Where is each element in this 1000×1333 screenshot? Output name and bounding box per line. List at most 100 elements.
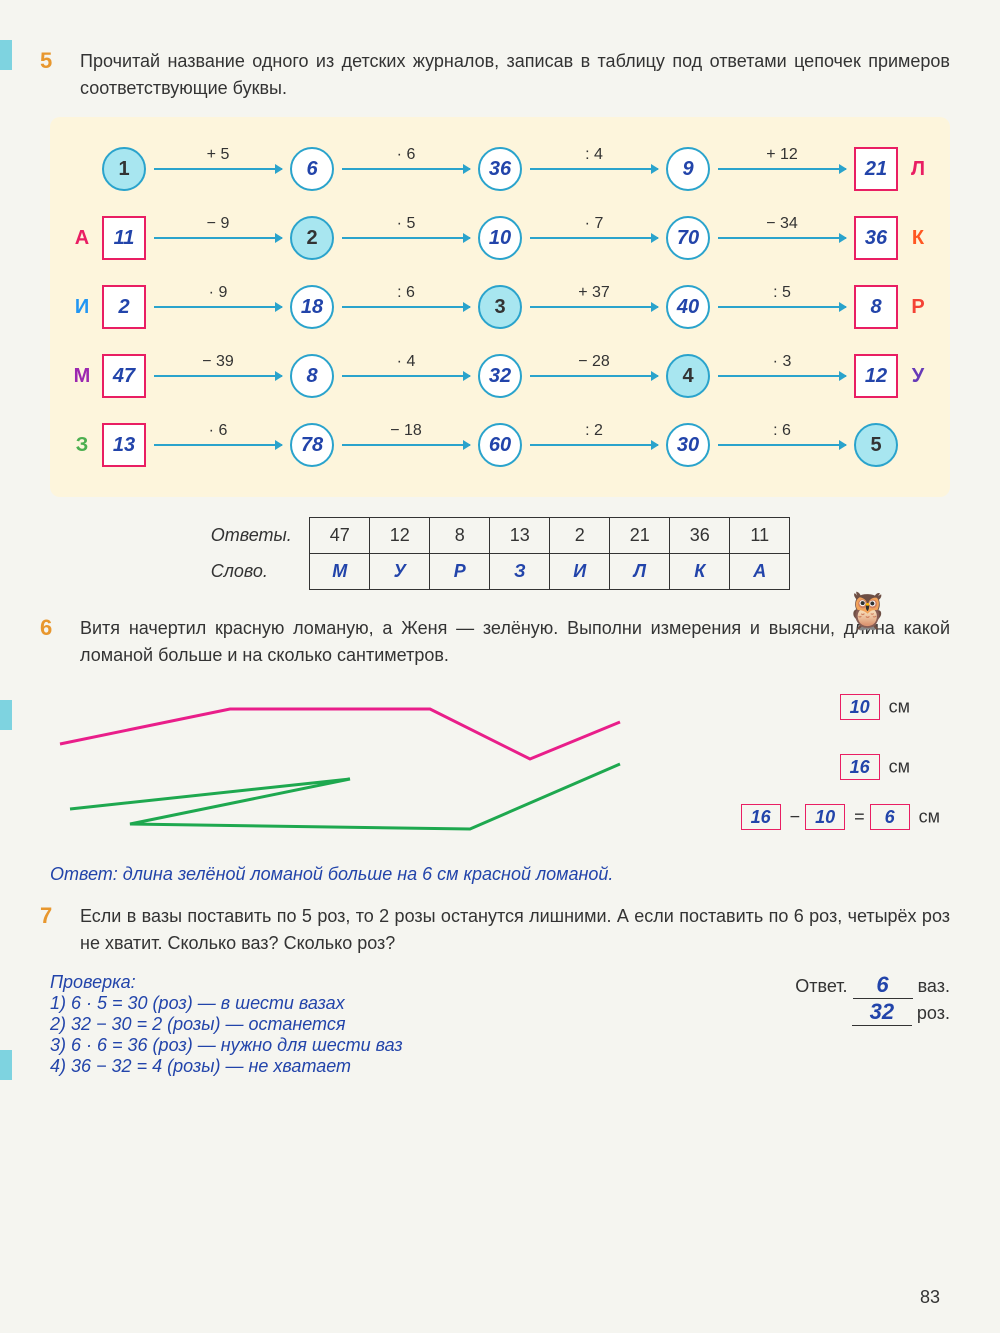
operation-label: − 18	[390, 422, 422, 440]
operation-label: : 5	[773, 284, 791, 302]
operation-label: − 39	[202, 353, 234, 371]
chain-diagram-box: 1+ 56· 636: 49+ 1221ЛА11− 92· 510· 770− …	[50, 117, 950, 497]
square-cell: 2	[102, 285, 146, 329]
roz-unit: роз.	[917, 1003, 950, 1023]
end-letter: У	[906, 365, 930, 388]
answer-letter-cell: А	[730, 554, 790, 590]
circle-cell: 78	[290, 423, 334, 467]
operation-label: + 12	[766, 146, 798, 164]
arrow-segment: − 18	[342, 444, 470, 446]
arrow-segment: + 5	[154, 168, 282, 170]
owl-icon: 🦉	[845, 590, 890, 632]
chain-row: З13· 678− 1860: 230: 65	[70, 423, 930, 467]
end-letter: Р	[906, 296, 930, 319]
operation-label: − 28	[578, 353, 610, 371]
arrow-segment: · 6	[154, 444, 282, 446]
answer-letter-cell: М	[310, 554, 370, 590]
square-cell: 21	[854, 147, 898, 191]
answer-letter-cell: Р	[430, 554, 490, 590]
circle-cell: 36	[478, 147, 522, 191]
square-cell: 8	[854, 285, 898, 329]
answer-num-cell: 13	[490, 518, 550, 554]
task7-text: Если в вазы поставить по 5 роз, то 2 роз…	[80, 903, 950, 957]
circle-cell: 60	[478, 423, 522, 467]
square-cell: 47	[102, 354, 146, 398]
answer-letter-cell: И	[550, 554, 610, 590]
circle-cell: 32	[478, 354, 522, 398]
operation-label: · 9	[209, 284, 228, 302]
answer-num-cell: 8	[430, 518, 490, 554]
arrow-segment: + 12	[718, 168, 846, 170]
circle-cell: 3	[478, 285, 522, 329]
circle-cell: 4	[666, 354, 710, 398]
arrow-segment: · 7	[530, 237, 658, 239]
polyline-area: 10 см 16 см 16 − 10 = 6 см	[50, 684, 950, 854]
arrow-segment: + 37	[530, 306, 658, 308]
answer-label: Ответ.	[795, 976, 847, 996]
square-cell: 11	[102, 216, 146, 260]
red-cm-value: 10	[840, 694, 880, 720]
operation-label: · 6	[209, 422, 228, 440]
start-letter: И	[70, 296, 94, 319]
red-polyline	[60, 709, 620, 759]
eq-result: 6	[870, 804, 910, 830]
difference-eq: 16 − 10 = 6 см	[741, 804, 940, 830]
task7-answer-block: Ответ. 6 ваз. 32 роз.	[795, 972, 950, 1077]
operation-label: · 7	[585, 215, 604, 233]
green-polyline	[70, 764, 620, 829]
end-letter: К	[906, 227, 930, 250]
task7-work: Проверка: 1) 6 · 5 = 30 (роз) — в шести …	[50, 972, 755, 1077]
operation-label: · 4	[397, 353, 416, 371]
circle-cell: 5	[854, 423, 898, 467]
start-letter: А	[70, 227, 94, 250]
answer-num-cell: 47	[310, 518, 370, 554]
side-tab	[0, 40, 12, 70]
task6-text: Витя начертил красную ломаную, а Женя — …	[80, 615, 950, 669]
arrow-segment: : 6	[718, 444, 846, 446]
answer-num-cell: 36	[670, 518, 730, 554]
task-7: 7 Если в вазы поставить по 5 роз, то 2 р…	[50, 903, 950, 1077]
answer-num-cell: 11	[730, 518, 790, 554]
circle-cell: 70	[666, 216, 710, 260]
operation-label: · 6	[397, 146, 416, 164]
answer-letter-cell: У	[370, 554, 430, 590]
work-line: 1) 6 · 5 = 30 (роз) — в шести вазах	[50, 993, 755, 1014]
vaz-unit: ваз.	[918, 976, 950, 996]
arrow-segment: − 9	[154, 237, 282, 239]
operation-label: + 5	[207, 146, 230, 164]
operation-label: : 6	[773, 422, 791, 440]
answer-letter-cell: Л	[610, 554, 670, 590]
circle-cell: 9	[666, 147, 710, 191]
circle-cell: 6	[290, 147, 334, 191]
side-tab	[0, 1050, 12, 1080]
work-line: 4) 36 − 32 = 4 (розы) — не хватает	[50, 1056, 755, 1077]
square-cell: 36	[854, 216, 898, 260]
chain-row: И2· 918: 63+ 3740: 58Р	[70, 285, 930, 329]
arrow-segment: : 2	[530, 444, 658, 446]
answer-table: Ответы. 47128132213611 Слово. МУРЗИЛКА	[210, 517, 791, 590]
task5-number: 5	[40, 48, 52, 74]
task7-number: 7	[40, 903, 52, 929]
answer-letter-cell: К	[670, 554, 730, 590]
circle-cell: 1	[102, 147, 146, 191]
square-cell: 12	[854, 354, 898, 398]
task-6: 6 Витя начертил красную ломаную, а Женя …	[50, 615, 950, 885]
operation-label: : 6	[397, 284, 415, 302]
circle-cell: 18	[290, 285, 334, 329]
green-length: 16 см	[840, 754, 910, 780]
circle-cell: 8	[290, 354, 334, 398]
arrow-segment: − 28	[530, 375, 658, 377]
arrow-segment: · 4	[342, 375, 470, 377]
arrow-segment: · 9	[154, 306, 282, 308]
red-length: 10 см	[840, 694, 910, 720]
row-label-word: Слово.	[210, 554, 310, 590]
circle-cell: 2	[290, 216, 334, 260]
operation-label: − 9	[207, 215, 230, 233]
eq-b: 10	[805, 804, 845, 830]
green-cm-value: 16	[840, 754, 880, 780]
start-letter: З	[70, 434, 94, 457]
row-label-answers: Ответы.	[210, 518, 310, 554]
end-letter: Л	[906, 158, 930, 181]
start-letter: М	[70, 365, 94, 388]
vaz-value: 6	[853, 972, 913, 999]
